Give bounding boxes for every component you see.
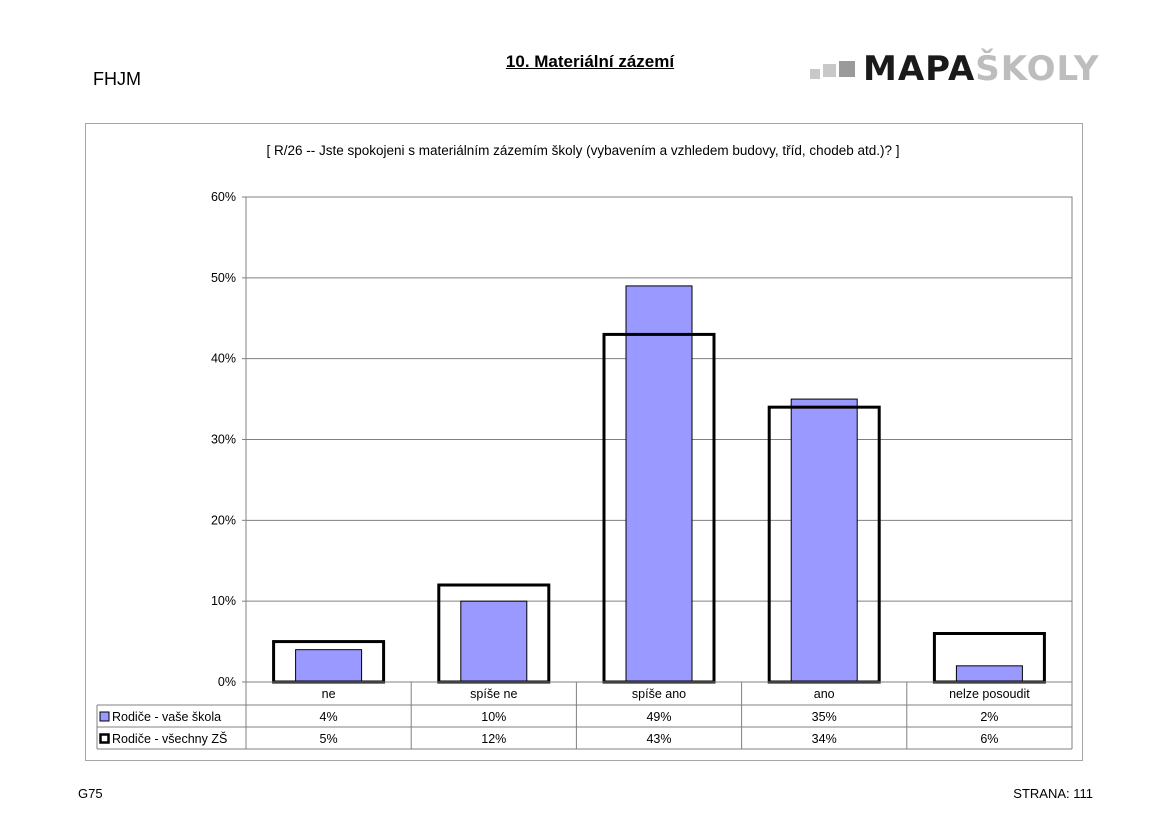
y-tick-label: 60% bbox=[211, 190, 236, 204]
legend-label: Rodiče - vaše škola bbox=[112, 710, 221, 724]
school-code: FHJM bbox=[93, 69, 141, 89]
bar-school bbox=[460, 600, 528, 683]
y-tick-label: 20% bbox=[211, 513, 236, 527]
data-label: 43% bbox=[646, 732, 671, 746]
legend-label: Rodiče - všechny ZŠ bbox=[112, 731, 227, 746]
bar-school bbox=[790, 398, 858, 683]
category-label: spíše ano bbox=[632, 687, 686, 701]
data-label: 5% bbox=[320, 732, 338, 746]
logo-text-dark: MAPA bbox=[863, 49, 976, 89]
category-label: nelze posoudit bbox=[949, 687, 1030, 701]
data-label: 34% bbox=[812, 732, 837, 746]
y-tick-label: 10% bbox=[211, 594, 236, 608]
page-number: STRANA: 111 bbox=[1013, 786, 1093, 801]
bar-school bbox=[955, 665, 1023, 683]
data-label: 10% bbox=[481, 710, 506, 724]
bar-school bbox=[625, 285, 693, 683]
category-label: ano bbox=[814, 687, 835, 701]
mapa-skoly-logo: MAPA ŠKOLY bbox=[810, 49, 1100, 89]
data-table: ne spíše ne spíše ano ano nelze posoudit Rodi… bbox=[96, 681, 1073, 750]
legend-swatch bbox=[99, 733, 110, 744]
page-title: 10. Materiální zázemí bbox=[505, 52, 675, 71]
logo-square-icon bbox=[839, 61, 855, 77]
data-label: 2% bbox=[980, 710, 998, 724]
data-label: 49% bbox=[646, 710, 671, 724]
chart-title: [ R/26 -- Jste spokojeni s materiálním z… bbox=[266, 143, 899, 158]
bars bbox=[272, 285, 1046, 684]
footer-code: G75 bbox=[78, 786, 103, 801]
data-label: 6% bbox=[980, 732, 998, 746]
y-axis-ticks: 0% 10% 20% 30% 40% 50% 60% bbox=[211, 190, 246, 689]
data-label: 4% bbox=[320, 710, 338, 724]
bar-school bbox=[295, 649, 363, 683]
logo-square-icon bbox=[810, 69, 820, 79]
data-label: 12% bbox=[481, 732, 506, 746]
category-label: ne bbox=[322, 687, 336, 701]
y-tick-label: 50% bbox=[211, 271, 236, 285]
y-tick-label: 0% bbox=[218, 675, 236, 689]
chart-frame bbox=[85, 123, 1083, 761]
legend-swatch bbox=[99, 711, 110, 722]
logo-text-light: ŠKOLY bbox=[975, 49, 1100, 89]
logo-square-icon bbox=[823, 63, 836, 77]
category-label: spíše ne bbox=[470, 687, 517, 701]
data-label: 35% bbox=[812, 710, 837, 724]
y-tick-label: 30% bbox=[211, 433, 236, 447]
y-tick-label: 40% bbox=[211, 352, 236, 366]
